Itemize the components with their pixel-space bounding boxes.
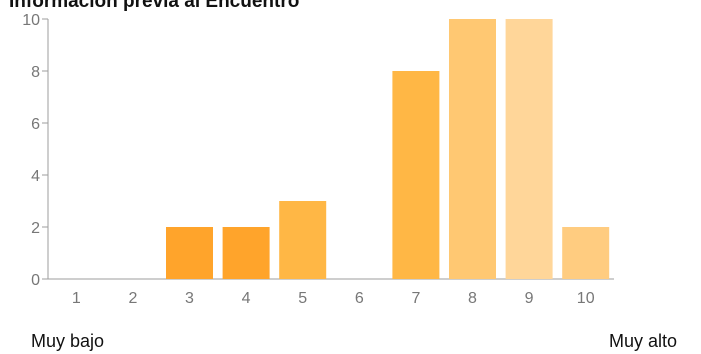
x-tick-label: 2 (128, 290, 137, 307)
y-tick-label: 2 (31, 220, 40, 237)
x-tick-label: 1 (72, 290, 81, 307)
scale-low-label: Muy bajo (31, 331, 105, 351)
chart-title: Información previa al Encuentro (9, 0, 300, 12)
x-tick-label: 10 (577, 290, 595, 307)
scale-high-label: Muy alto (609, 331, 678, 351)
x-tick-label: 9 (525, 290, 534, 307)
bar (222, 227, 270, 279)
x-tick-label: 8 (468, 290, 477, 307)
y-tick-label: 10 (22, 12, 40, 29)
bar (505, 19, 553, 279)
y-tick-label: 8 (31, 64, 40, 81)
x-tick-label: 5 (298, 290, 307, 307)
x-tick-label: 7 (411, 290, 420, 307)
x-tick-label: 4 (242, 290, 251, 307)
bar (449, 19, 496, 279)
bar (392, 71, 440, 279)
bar (562, 227, 610, 279)
bar (279, 201, 327, 279)
y-tick-label: 6 (31, 116, 40, 133)
y-tick-label: 4 (31, 168, 40, 185)
x-tick-label: 6 (355, 290, 364, 307)
x-tick-label: 3 (185, 290, 194, 307)
bar (166, 227, 213, 279)
y-tick-label: 0 (31, 272, 40, 289)
